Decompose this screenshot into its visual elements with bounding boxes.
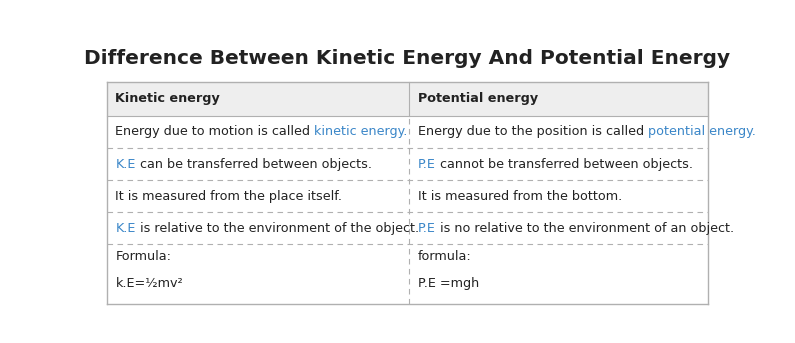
Text: potential energy.: potential energy. (648, 126, 756, 139)
Text: Potential energy: Potential energy (418, 93, 538, 106)
Text: is relative to the environment of the object.: is relative to the environment of the ob… (136, 222, 419, 235)
Text: Kinetic energy: Kinetic energy (115, 93, 220, 106)
Text: P.E =mgh: P.E =mgh (418, 277, 479, 289)
Text: kinetic energy.: kinetic energy. (314, 126, 408, 139)
Text: P.E: P.E (418, 222, 436, 235)
Text: K.E: K.E (115, 222, 136, 235)
Text: can be transferred between objects.: can be transferred between objects. (136, 157, 372, 170)
Text: Energy due to motion is called: Energy due to motion is called (115, 126, 314, 139)
Text: cannot be transferred between objects.: cannot be transferred between objects. (436, 157, 692, 170)
Text: Energy due to the position is called: Energy due to the position is called (418, 126, 648, 139)
Text: formula:: formula: (418, 250, 471, 263)
Text: It is measured from the bottom.: It is measured from the bottom. (418, 190, 622, 203)
Text: k.E=½mv²: k.E=½mv² (115, 277, 183, 289)
Text: Difference Between Kinetic Energy And Potential Energy: Difference Between Kinetic Energy And Po… (84, 49, 731, 68)
Text: P.E: P.E (418, 157, 436, 170)
Text: It is measured from the place itself.: It is measured from the place itself. (115, 190, 343, 203)
Text: K.E: K.E (115, 157, 136, 170)
Text: Formula:: Formula: (115, 250, 172, 263)
Text: is no relative to the environment of an object.: is no relative to the environment of an … (436, 222, 734, 235)
Bar (107, 82, 708, 116)
